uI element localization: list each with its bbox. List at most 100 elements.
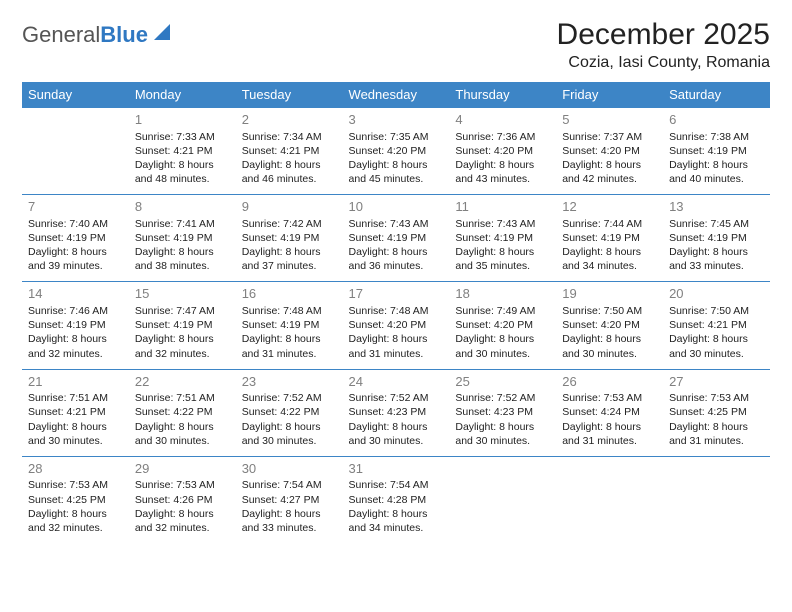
day-number: 24 xyxy=(349,373,444,391)
weekday-header: Friday xyxy=(556,82,663,108)
sunrise-line: Sunrise: 7:43 AM xyxy=(455,217,550,231)
sunrise-line: Sunrise: 7:34 AM xyxy=(242,130,337,144)
calendar-cell xyxy=(449,456,556,543)
day-number: 25 xyxy=(455,373,550,391)
weekday-header: Monday xyxy=(129,82,236,108)
sunrise-line: Sunrise: 7:47 AM xyxy=(135,304,230,318)
logo: GeneralBlue xyxy=(22,18,172,48)
day-number: 15 xyxy=(135,285,230,303)
day-number: 28 xyxy=(28,460,123,478)
sunset-line: Sunset: 4:25 PM xyxy=(28,493,123,507)
daylight-line: Daylight: 8 hours and 38 minutes. xyxy=(135,245,230,273)
logo-sail-icon xyxy=(152,22,172,42)
daylight-line: Daylight: 8 hours and 30 minutes. xyxy=(562,332,657,360)
logo-text-left: General xyxy=(22,22,100,47)
daylight-line: Daylight: 8 hours and 42 minutes. xyxy=(562,158,657,186)
calendar-cell: 21Sunrise: 7:51 AMSunset: 4:21 PMDayligh… xyxy=(22,369,129,456)
sunset-line: Sunset: 4:19 PM xyxy=(669,144,764,158)
sunrise-line: Sunrise: 7:52 AM xyxy=(455,391,550,405)
calendar-table: SundayMondayTuesdayWednesdayThursdayFrid… xyxy=(22,82,770,543)
calendar-cell: 10Sunrise: 7:43 AMSunset: 4:19 PMDayligh… xyxy=(343,195,450,282)
sunrise-line: Sunrise: 7:53 AM xyxy=(562,391,657,405)
sunrise-line: Sunrise: 7:36 AM xyxy=(455,130,550,144)
day-number: 23 xyxy=(242,373,337,391)
day-number: 17 xyxy=(349,285,444,303)
daylight-line: Daylight: 8 hours and 34 minutes. xyxy=(349,507,444,535)
sunset-line: Sunset: 4:22 PM xyxy=(242,405,337,419)
weekday-header: Sunday xyxy=(22,82,129,108)
sunrise-line: Sunrise: 7:37 AM xyxy=(562,130,657,144)
sunset-line: Sunset: 4:21 PM xyxy=(135,144,230,158)
calendar-cell: 14Sunrise: 7:46 AMSunset: 4:19 PMDayligh… xyxy=(22,282,129,369)
logo-text: GeneralBlue xyxy=(22,22,148,48)
sunrise-line: Sunrise: 7:40 AM xyxy=(28,217,123,231)
daylight-line: Daylight: 8 hours and 33 minutes. xyxy=(669,245,764,273)
title-block: December 2025 Cozia, Iasi County, Romani… xyxy=(557,18,770,72)
calendar-cell: 23Sunrise: 7:52 AMSunset: 4:22 PMDayligh… xyxy=(236,369,343,456)
sunrise-line: Sunrise: 7:46 AM xyxy=(28,304,123,318)
daylight-line: Daylight: 8 hours and 35 minutes. xyxy=(455,245,550,273)
day-number: 6 xyxy=(669,111,764,129)
daylight-line: Daylight: 8 hours and 31 minutes. xyxy=(349,332,444,360)
calendar-cell: 12Sunrise: 7:44 AMSunset: 4:19 PMDayligh… xyxy=(556,195,663,282)
calendar-row: 1Sunrise: 7:33 AMSunset: 4:21 PMDaylight… xyxy=(22,108,770,195)
calendar-cell: 25Sunrise: 7:52 AMSunset: 4:23 PMDayligh… xyxy=(449,369,556,456)
sunset-line: Sunset: 4:20 PM xyxy=(562,318,657,332)
calendar-cell xyxy=(22,108,129,195)
calendar-cell: 22Sunrise: 7:51 AMSunset: 4:22 PMDayligh… xyxy=(129,369,236,456)
logo-text-right: Blue xyxy=(100,22,148,47)
daylight-line: Daylight: 8 hours and 46 minutes. xyxy=(242,158,337,186)
calendar-cell: 15Sunrise: 7:47 AMSunset: 4:19 PMDayligh… xyxy=(129,282,236,369)
location-text: Cozia, Iasi County, Romania xyxy=(557,54,770,72)
daylight-line: Daylight: 8 hours and 32 minutes. xyxy=(28,332,123,360)
calendar-cell: 26Sunrise: 7:53 AMSunset: 4:24 PMDayligh… xyxy=(556,369,663,456)
sunset-line: Sunset: 4:20 PM xyxy=(562,144,657,158)
daylight-line: Daylight: 8 hours and 30 minutes. xyxy=(242,420,337,448)
day-number: 3 xyxy=(349,111,444,129)
calendar-cell xyxy=(556,456,663,543)
sunrise-line: Sunrise: 7:48 AM xyxy=(349,304,444,318)
sunrise-line: Sunrise: 7:51 AM xyxy=(135,391,230,405)
sunset-line: Sunset: 4:19 PM xyxy=(669,231,764,245)
weekday-header: Wednesday xyxy=(343,82,450,108)
sunset-line: Sunset: 4:28 PM xyxy=(349,493,444,507)
sunrise-line: Sunrise: 7:52 AM xyxy=(349,391,444,405)
calendar-cell: 31Sunrise: 7:54 AMSunset: 4:28 PMDayligh… xyxy=(343,456,450,543)
day-number: 11 xyxy=(455,198,550,216)
calendar-cell: 3Sunrise: 7:35 AMSunset: 4:20 PMDaylight… xyxy=(343,108,450,195)
sunrise-line: Sunrise: 7:51 AM xyxy=(28,391,123,405)
day-number: 10 xyxy=(349,198,444,216)
calendar-cell: 27Sunrise: 7:53 AMSunset: 4:25 PMDayligh… xyxy=(663,369,770,456)
day-number: 18 xyxy=(455,285,550,303)
daylight-line: Daylight: 8 hours and 36 minutes. xyxy=(349,245,444,273)
daylight-line: Daylight: 8 hours and 31 minutes. xyxy=(562,420,657,448)
daylight-line: Daylight: 8 hours and 40 minutes. xyxy=(669,158,764,186)
daylight-line: Daylight: 8 hours and 30 minutes. xyxy=(669,332,764,360)
day-number: 14 xyxy=(28,285,123,303)
daylight-line: Daylight: 8 hours and 34 minutes. xyxy=(562,245,657,273)
day-number: 1 xyxy=(135,111,230,129)
calendar-cell: 7Sunrise: 7:40 AMSunset: 4:19 PMDaylight… xyxy=(22,195,129,282)
daylight-line: Daylight: 8 hours and 37 minutes. xyxy=(242,245,337,273)
daylight-line: Daylight: 8 hours and 33 minutes. xyxy=(242,507,337,535)
sunset-line: Sunset: 4:19 PM xyxy=(135,231,230,245)
day-number: 12 xyxy=(562,198,657,216)
calendar-cell: 20Sunrise: 7:50 AMSunset: 4:21 PMDayligh… xyxy=(663,282,770,369)
sunset-line: Sunset: 4:19 PM xyxy=(562,231,657,245)
sunrise-line: Sunrise: 7:53 AM xyxy=(669,391,764,405)
sunrise-line: Sunrise: 7:38 AM xyxy=(669,130,764,144)
day-number: 29 xyxy=(135,460,230,478)
sunset-line: Sunset: 4:20 PM xyxy=(455,318,550,332)
calendar-cell: 2Sunrise: 7:34 AMSunset: 4:21 PMDaylight… xyxy=(236,108,343,195)
month-title: December 2025 xyxy=(557,18,770,52)
daylight-line: Daylight: 8 hours and 31 minutes. xyxy=(669,420,764,448)
sunset-line: Sunset: 4:24 PM xyxy=(562,405,657,419)
sunrise-line: Sunrise: 7:49 AM xyxy=(455,304,550,318)
daylight-line: Daylight: 8 hours and 32 minutes. xyxy=(135,507,230,535)
calendar-cell: 6Sunrise: 7:38 AMSunset: 4:19 PMDaylight… xyxy=(663,108,770,195)
calendar-cell: 13Sunrise: 7:45 AMSunset: 4:19 PMDayligh… xyxy=(663,195,770,282)
calendar-cell: 29Sunrise: 7:53 AMSunset: 4:26 PMDayligh… xyxy=(129,456,236,543)
sunset-line: Sunset: 4:22 PM xyxy=(135,405,230,419)
daylight-line: Daylight: 8 hours and 39 minutes. xyxy=(28,245,123,273)
sunset-line: Sunset: 4:19 PM xyxy=(242,318,337,332)
